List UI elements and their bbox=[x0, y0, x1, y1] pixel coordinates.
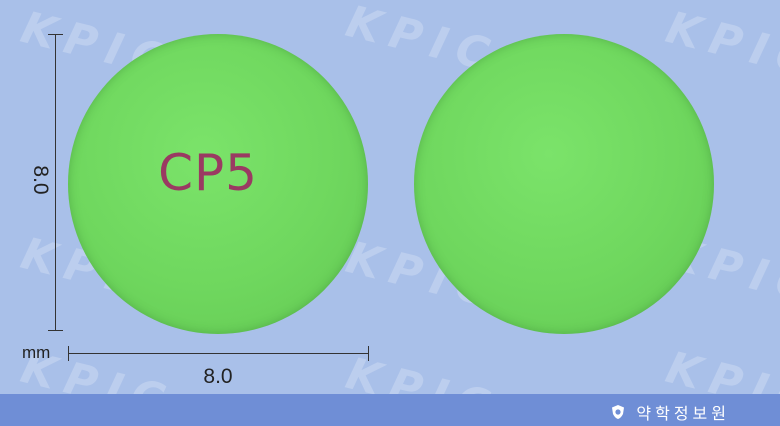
brand: 약학정보원 bbox=[610, 400, 730, 424]
height-ruler bbox=[55, 34, 56, 330]
brand-name: 약학정보원 bbox=[636, 404, 730, 423]
height-ruler-cap-bottom bbox=[48, 330, 63, 331]
shield-logo-icon bbox=[612, 405, 625, 419]
width-ruler bbox=[68, 353, 368, 354]
width-ruler-cap-right bbox=[368, 346, 369, 361]
watermark: KPIC bbox=[661, 2, 780, 89]
height-label: 8.0 bbox=[29, 165, 52, 195]
pill-imprint: CP5 bbox=[158, 144, 258, 202]
pill-front: CP5 bbox=[68, 34, 368, 334]
unit-label: mm bbox=[22, 343, 51, 362]
width-label: 8.0 bbox=[203, 365, 233, 388]
footer-bar: 약학정보원 bbox=[0, 394, 780, 426]
pill-back bbox=[414, 34, 714, 334]
